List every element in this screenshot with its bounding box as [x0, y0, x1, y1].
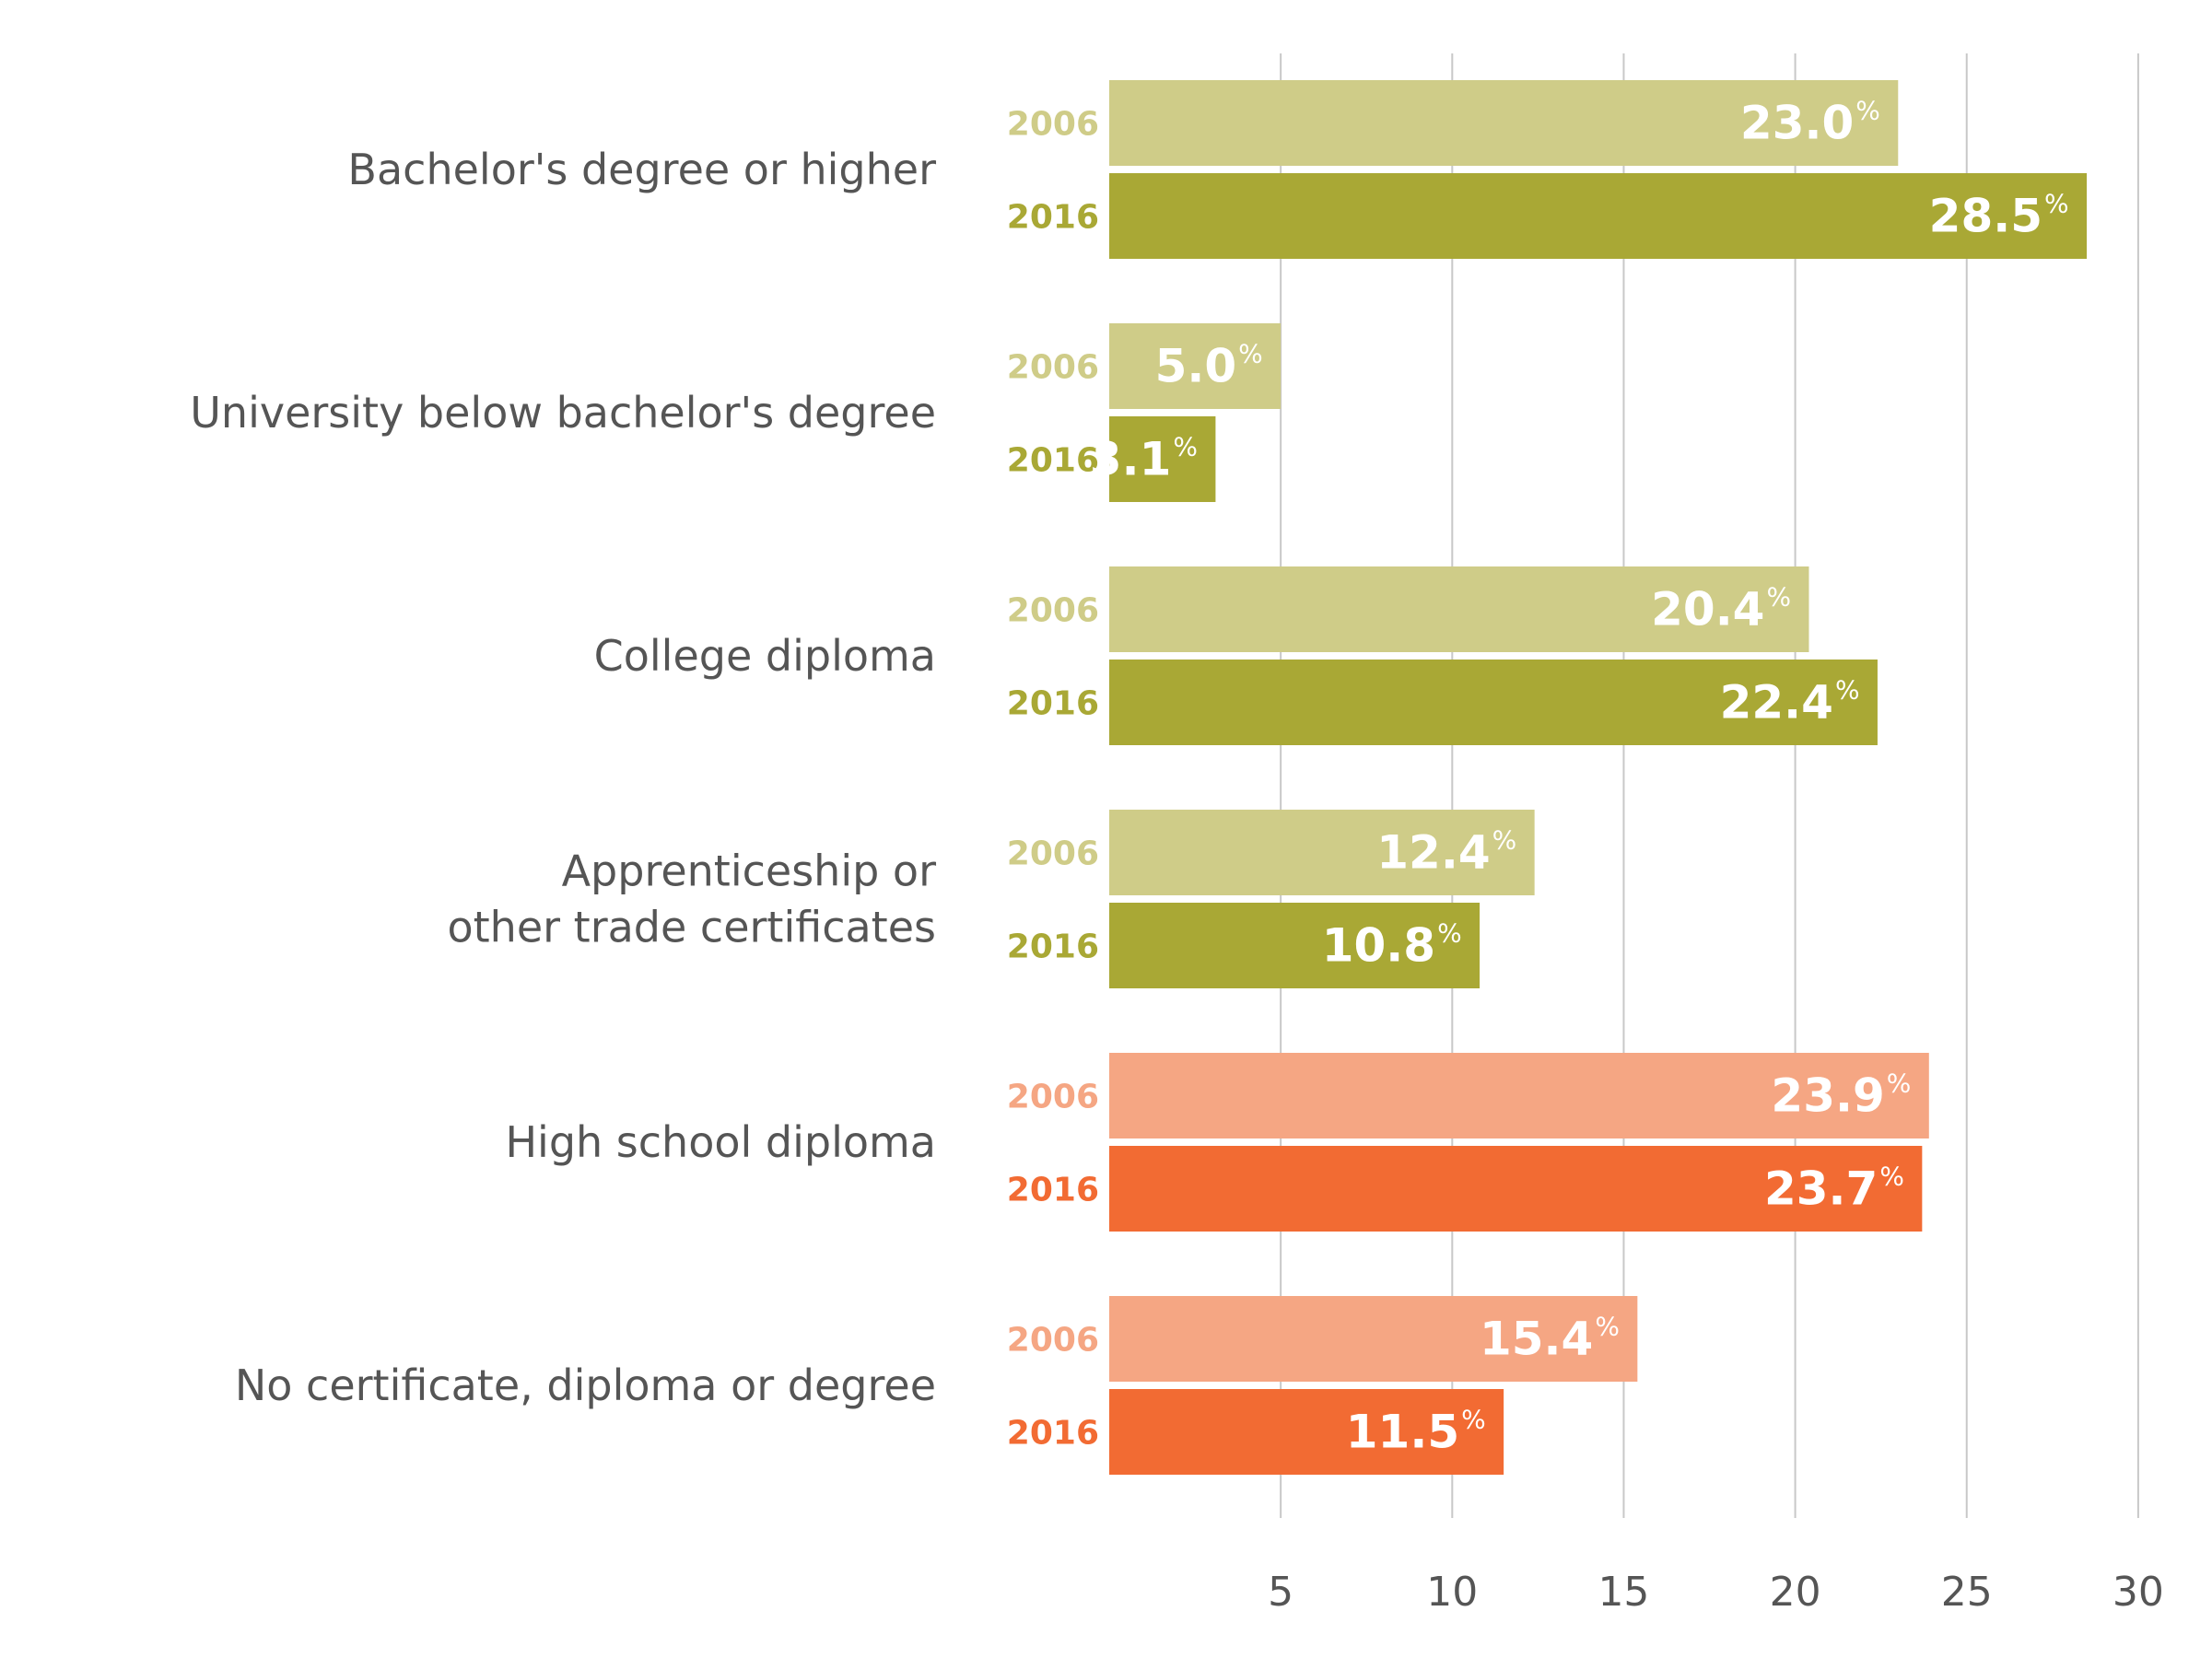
data-label: 10.8 — [1322, 919, 1435, 973]
data-label: 20.4 — [1651, 583, 1764, 636]
x-tick-label: 25 — [1941, 1569, 1993, 1616]
bar-2006 — [1109, 1053, 1929, 1138]
bar-2016 — [1109, 903, 1481, 988]
data-label: 12.4 — [1376, 826, 1490, 880]
series-year-label: 2016 — [1007, 442, 1099, 480]
series-year-label: 2016 — [1007, 1415, 1099, 1453]
x-tick-label: 20 — [1770, 1569, 1821, 1616]
category-label: No certificate, diploma or degree — [235, 1360, 936, 1410]
percent-sign: % — [1461, 1405, 1486, 1435]
data-label: 5.0 — [1155, 340, 1237, 393]
series-year-label: 2016 — [1007, 928, 1099, 966]
bar-2016 — [1109, 416, 1216, 502]
percent-sign: % — [1766, 582, 1791, 613]
bar-2006 — [1109, 80, 1899, 166]
series-year-label: 2016 — [1007, 199, 1099, 237]
series-year-label: 2006 — [1007, 106, 1099, 144]
bar-2006 — [1109, 1296, 1638, 1382]
series-year-label: 2006 — [1007, 592, 1099, 630]
series-year-label: 2006 — [1007, 1322, 1099, 1360]
x-tick-label: 15 — [1598, 1569, 1649, 1616]
category-label: College diploma — [594, 631, 936, 681]
bar-2016 — [1109, 1389, 1504, 1475]
data-label: 23.9 — [1771, 1069, 1884, 1123]
category-label: Apprenticeship or — [562, 847, 936, 896]
series-year-label: 2006 — [1007, 349, 1099, 387]
data-label: 23.0 — [1740, 97, 1854, 150]
data-label: 23.7 — [1764, 1162, 1878, 1216]
data-label: 22.4 — [1720, 676, 1833, 730]
percent-sign: % — [1595, 1312, 1620, 1342]
series-year-label: 2006 — [1007, 835, 1099, 873]
data-label: 15.4 — [1480, 1313, 1593, 1366]
data-label: 3.1 — [1090, 433, 1172, 486]
bar-2006 — [1109, 323, 1282, 409]
bar-layer — [1109, 80, 2088, 1475]
bar-2016 — [1109, 660, 1878, 745]
label-layer: Bachelor's degree or higher 2006 23.0 % 2016… — [190, 96, 2068, 1459]
percent-sign: % — [1855, 96, 1880, 126]
category-label: University below bachelor's degree — [190, 388, 936, 438]
percent-sign: % — [1887, 1068, 1912, 1099]
series-year-label: 2016 — [1007, 685, 1099, 723]
percent-sign: % — [1437, 918, 1462, 949]
percent-sign: % — [1238, 339, 1263, 369]
x-axis-ticks: 5 10 15 20 25 30 — [1268, 1569, 2164, 1616]
category-label: High school diploma — [505, 1117, 936, 1167]
bar-2006 — [1109, 566, 1809, 652]
series-year-label: 2006 — [1007, 1079, 1099, 1116]
x-tick-label: 10 — [1426, 1569, 1478, 1616]
percent-sign: % — [1492, 825, 1517, 856]
grid-layer — [1280, 53, 2139, 1518]
data-label: 28.5 — [1929, 190, 2042, 243]
bar-2016 — [1109, 173, 2088, 259]
series-year-label: 2016 — [1007, 1172, 1099, 1209]
bar-2016 — [1109, 1146, 1923, 1232]
percent-sign: % — [1173, 432, 1198, 462]
category-label: Bachelor's degree or higher — [347, 145, 936, 194]
x-tick-label: 5 — [1268, 1569, 1293, 1616]
bar-2006 — [1109, 810, 1535, 895]
x-tick-label: 30 — [2113, 1569, 2164, 1616]
category-label: other trade certificates — [447, 903, 936, 952]
percent-sign: % — [1879, 1162, 1904, 1192]
percent-sign: % — [1835, 675, 1860, 706]
data-label: 11.5 — [1346, 1406, 1459, 1459]
percent-sign: % — [2044, 189, 2069, 219]
